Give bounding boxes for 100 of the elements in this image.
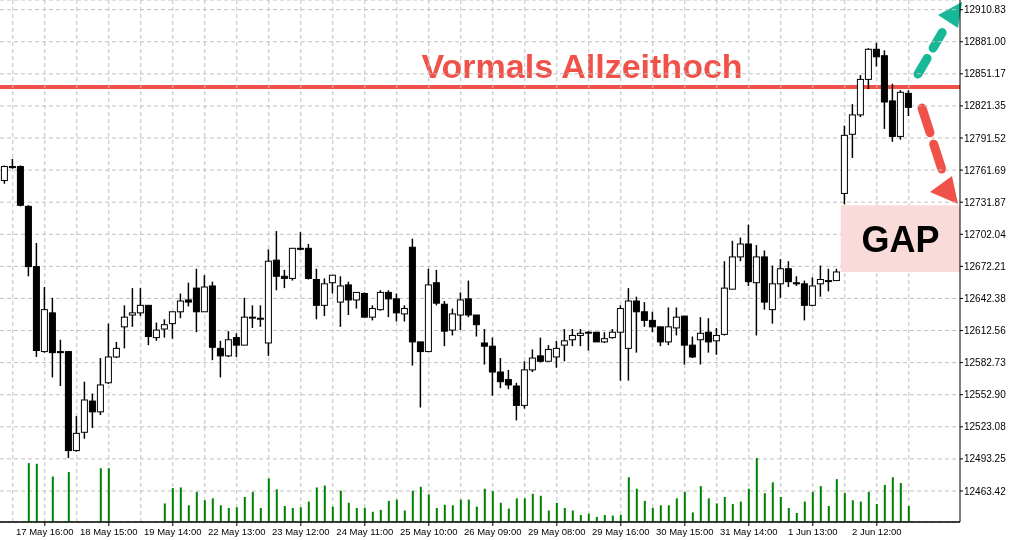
x-tick-label: 24 May 11:00 <box>336 525 394 537</box>
candlestick <box>120 304 128 350</box>
bar <box>867 491 870 522</box>
x-tick-label: 25 May 10:00 <box>400 525 458 537</box>
bar <box>227 507 230 522</box>
bar <box>707 498 710 522</box>
x-tick-label: 2 Jun 12:00 <box>851 525 902 537</box>
bar <box>275 489 278 522</box>
bar <box>419 486 422 522</box>
bar <box>331 506 334 522</box>
bar <box>555 502 558 522</box>
bar <box>475 506 478 522</box>
bar <box>755 458 758 522</box>
y-tick-label: 12702.04 <box>964 228 1007 240</box>
y-tick-label: 12493.25 <box>964 453 1007 465</box>
x-tick-label: 19 May 14:00 <box>144 525 202 537</box>
bar <box>347 502 350 522</box>
bar <box>539 495 542 522</box>
bar <box>283 506 286 522</box>
bar <box>371 511 374 522</box>
bar <box>219 505 222 522</box>
bar <box>779 497 782 522</box>
bar <box>803 501 806 522</box>
bar <box>907 506 910 522</box>
y-tick-label: 12761.69 <box>964 164 1007 176</box>
bar <box>411 490 414 522</box>
bar <box>235 507 238 522</box>
bar <box>571 510 574 522</box>
bar <box>763 493 766 522</box>
bar <box>699 486 702 522</box>
y-tick-label: 12582.73 <box>964 357 1007 369</box>
bar <box>315 487 318 522</box>
bar <box>891 477 894 522</box>
bar <box>659 505 662 522</box>
x-tick-label: 26 May 09:00 <box>464 525 522 537</box>
x-tick-label: 18 May 15:00 <box>80 525 138 537</box>
bar <box>363 507 366 522</box>
x-tick-label: 31 May 14:00 <box>720 525 778 537</box>
bar <box>195 491 198 522</box>
bar <box>563 507 566 522</box>
candlestick <box>328 274 336 295</box>
bar <box>787 507 790 522</box>
bar <box>67 472 70 522</box>
bar <box>179 487 182 522</box>
bar <box>267 478 270 522</box>
x-tick-label: 23 May 12:00 <box>272 525 330 537</box>
x-tick-label: 22 May 13:00 <box>208 525 266 537</box>
ref-line-label: Vormals Allzeithoch <box>421 46 743 85</box>
bar <box>883 484 886 522</box>
bar <box>515 498 518 522</box>
y-tick-label: 12851.17 <box>964 68 1007 80</box>
bar <box>259 507 262 522</box>
bar <box>203 500 206 522</box>
candlestick <box>560 328 568 363</box>
bar <box>171 488 174 522</box>
y-tick-label: 12672.21 <box>964 260 1007 272</box>
bar <box>547 510 550 522</box>
y-tick-label: 12821.35 <box>964 100 1007 112</box>
bar <box>211 498 214 522</box>
bar <box>875 504 878 522</box>
bar <box>395 499 398 522</box>
bar <box>27 463 30 522</box>
bar <box>635 488 638 522</box>
bar <box>811 491 814 522</box>
bar <box>627 477 630 522</box>
bar <box>355 507 358 522</box>
bar <box>379 509 382 522</box>
bar <box>651 507 654 522</box>
bar <box>35 463 38 522</box>
bar <box>427 494 430 522</box>
bar <box>387 500 390 522</box>
bar <box>819 486 822 522</box>
bar <box>731 504 734 522</box>
bar <box>483 488 486 522</box>
bar <box>499 502 502 522</box>
bar <box>107 468 110 522</box>
y-tick-label: 12612.56 <box>964 325 1007 337</box>
bar <box>691 512 694 522</box>
bar <box>163 503 166 522</box>
bar <box>747 488 750 522</box>
y-tick-label: 12910.83 <box>964 4 1007 16</box>
y-tick-label: 12523.08 <box>964 421 1007 433</box>
bar <box>99 468 102 522</box>
bar <box>739 501 742 522</box>
x-tick-label: 30 May 15:00 <box>656 525 714 537</box>
bar <box>523 498 526 522</box>
band-label: GAP <box>861 218 940 260</box>
bar <box>843 493 846 522</box>
y-tick-label: 12463.42 <box>964 485 1007 497</box>
bar <box>435 507 438 522</box>
bar <box>835 479 838 522</box>
bar <box>771 482 774 522</box>
bar <box>403 510 406 522</box>
bar <box>827 506 830 522</box>
bar <box>667 505 670 522</box>
bar <box>491 491 494 522</box>
y-tick-label: 12791.52 <box>964 132 1007 144</box>
y-tick-label: 12881.00 <box>964 36 1007 48</box>
y-tick-label: 12642.38 <box>964 293 1007 305</box>
bar <box>187 505 190 522</box>
